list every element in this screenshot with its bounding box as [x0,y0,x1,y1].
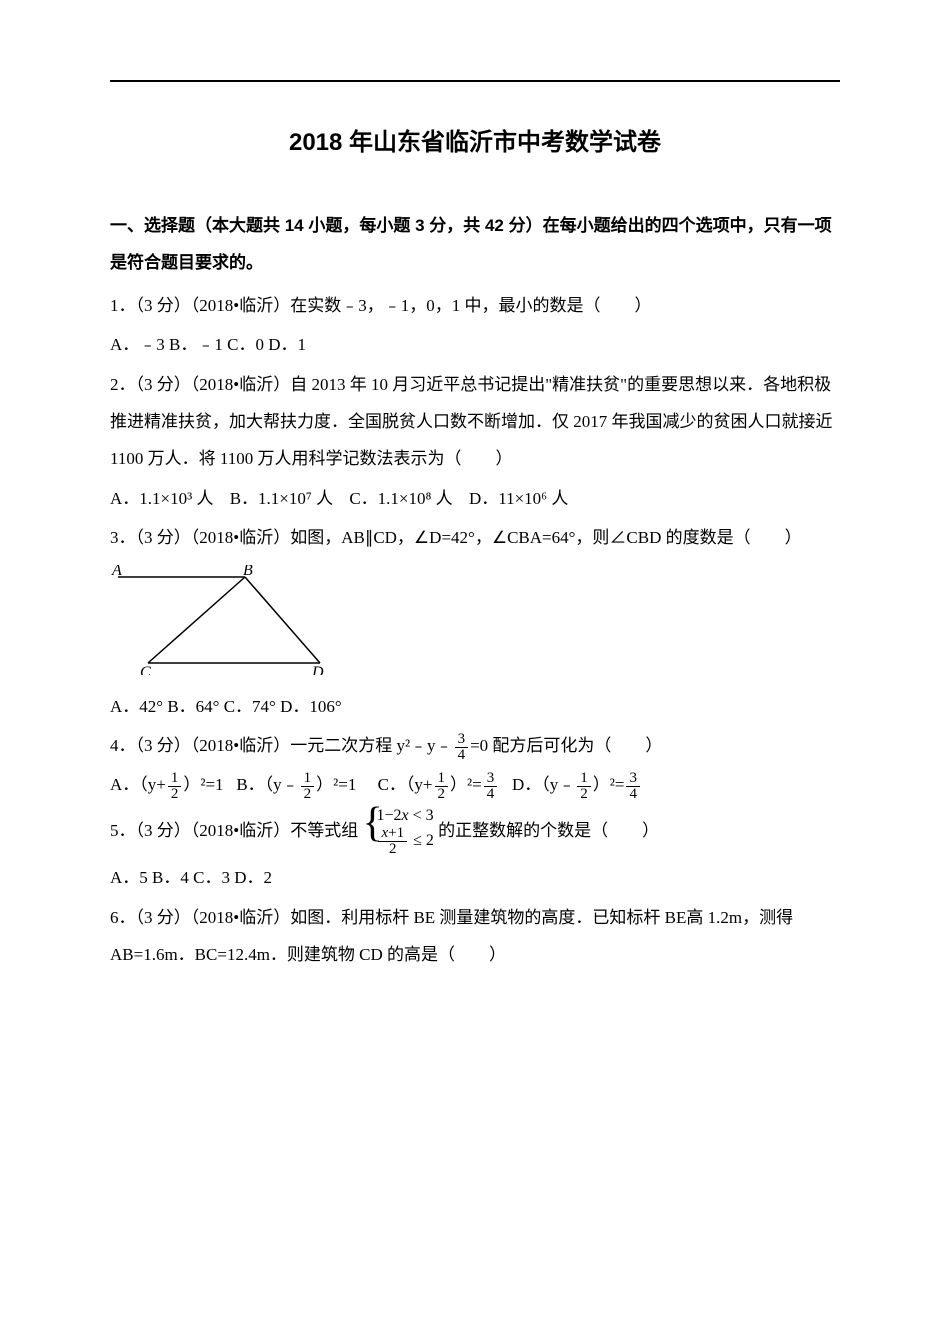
q5r1x: x [401,807,408,824]
q4d-n2: 3 [626,771,640,787]
q4-frac: 34 [455,732,469,763]
q5r1a: 1−2 [376,807,401,824]
q5-options: A．5 B．4 C．3 D．2 [110,859,840,896]
q5-row1: 1−2x < 3 [376,806,433,827]
q2-text: 2．（3 分）（2018•临沂）自 2013 年 10 月习近平总书记提出"精准… [110,366,840,478]
q4-opt-a: A．（y+12）²=1 [110,775,224,794]
q4b-pre: B．（y﹣ [236,775,298,794]
q5-frac-n: x+1 [378,826,407,842]
q5-row2: x+12 ≤ 2 [376,826,433,857]
section-header: 一、选择题（本大题共 14 小题，每小题 3 分，共 42 分）在每小题给出的四… [110,207,840,282]
q5-text: 5．（3 分）（2018•临沂）不等式组 1−2x < 3 x+12 ≤ 2 的… [110,806,840,858]
q4c-n2: 3 [484,771,498,787]
q4-text: 4．（3 分）（2018•临沂）一元二次方程 y²﹣y﹣34=0 配方后可化为（… [110,727,840,764]
q5-frac: x+12 [378,826,407,857]
q1-options: A．﹣3 B．﹣1 C．0 D．1 [110,326,840,363]
q5fnb: +1 [388,825,404,841]
q4-pre: 4．（3 分）（2018•临沂）一元二次方程 y²﹣y﹣ [110,736,453,755]
q4d-pre: D．（y﹣ [512,775,575,794]
q5r2b: ≤ 2 [409,833,434,850]
q4a-post: ）²=1 [183,775,223,794]
svg-text:B: B [243,565,253,579]
q4d-n: 1 [577,771,591,787]
q4d-d: 2 [577,787,591,802]
q4-opt-b: B．（y﹣12）²=1 [236,775,356,794]
q4-options: A．（y+12）²=1 B．（y﹣12）²=1 C．（y+12）²=34 D．（… [110,766,840,803]
q4a-d: 2 [168,787,182,802]
q2-opt-c: C．1.1×10⁸ 人 [349,489,452,508]
q4-post: =0 配方后可化为（ ） [470,736,662,755]
q3-options: A．42° B．64° C．74° D．106° [110,688,840,725]
q4b-d: 2 [301,787,315,802]
q5-system: 1−2x < 3 x+12 ≤ 2 [362,806,433,858]
page-title: 2018 年山东省临沂市中考数学试卷 [110,122,840,157]
q4a-n: 1 [168,771,182,787]
q4b-frac: 12 [301,771,315,802]
q2-opt-a: A．1.1×10³ 人 [110,489,213,508]
q5fd: 2 [378,842,407,857]
svg-text:A: A [111,565,122,579]
q2-options: A．1.1×10³ 人 B．1.1×10⁷ 人 C．1.1×10⁸ 人 D．11… [110,480,840,517]
svg-text:D: D [311,664,324,675]
q4c-n: 1 [435,771,449,787]
q4-frac-n: 3 [455,732,469,748]
q5-pre: 5．（3 分）（2018•临沂）不等式组 [110,821,358,840]
q5r1b: < 3 [409,807,434,824]
q3-figure: A B C D [110,565,840,680]
top-rule [110,80,840,82]
q4-opt-c: C．（y+12）²=34 [378,775,500,794]
q4a-pre: A．（y+ [110,775,166,794]
q4d-mid: ）²= [593,775,625,794]
q2-opt-b: B．1.1×10⁷ 人 [230,489,333,508]
q4c-pre: C．（y+ [378,775,433,794]
svg-text:C: C [140,664,151,675]
q4c-d2: 4 [484,787,498,802]
q4c-frac: 12 [435,771,449,802]
q4d-frac: 12 [577,771,591,802]
q4c-mid: ）²= [450,775,482,794]
q4-frac-d: 4 [455,748,469,763]
q5-post: 的正整数解的个数是（ ） [438,821,659,840]
q3-svg: A B C D [110,565,325,675]
q4d-frac2: 34 [626,771,640,802]
q1-text: 1．（3 分）（2018•临沂）在实数﹣3，﹣1，0，1 中，最小的数是（ ） [110,287,840,324]
q4c-frac2: 34 [484,771,498,802]
q4d-d2: 4 [626,787,640,802]
q6-text: 6．（3 分）（2018•临沂）如图．利用标杆 BE 测量建筑物的高度．已知标杆… [110,899,840,974]
q3-text: 3．（3 分）（2018•临沂）如图，AB∥CD，∠D=42°，∠CBA=64°… [110,519,840,556]
q4b-n: 1 [301,771,315,787]
q2-opt-d: D．11×10⁶ 人 [469,489,568,508]
q4-opt-d: D．（y﹣12）²=34 [512,775,642,794]
q4b-post: ）²=1 [316,775,356,794]
q4a-frac: 12 [168,771,182,802]
q4c-d: 2 [435,787,449,802]
